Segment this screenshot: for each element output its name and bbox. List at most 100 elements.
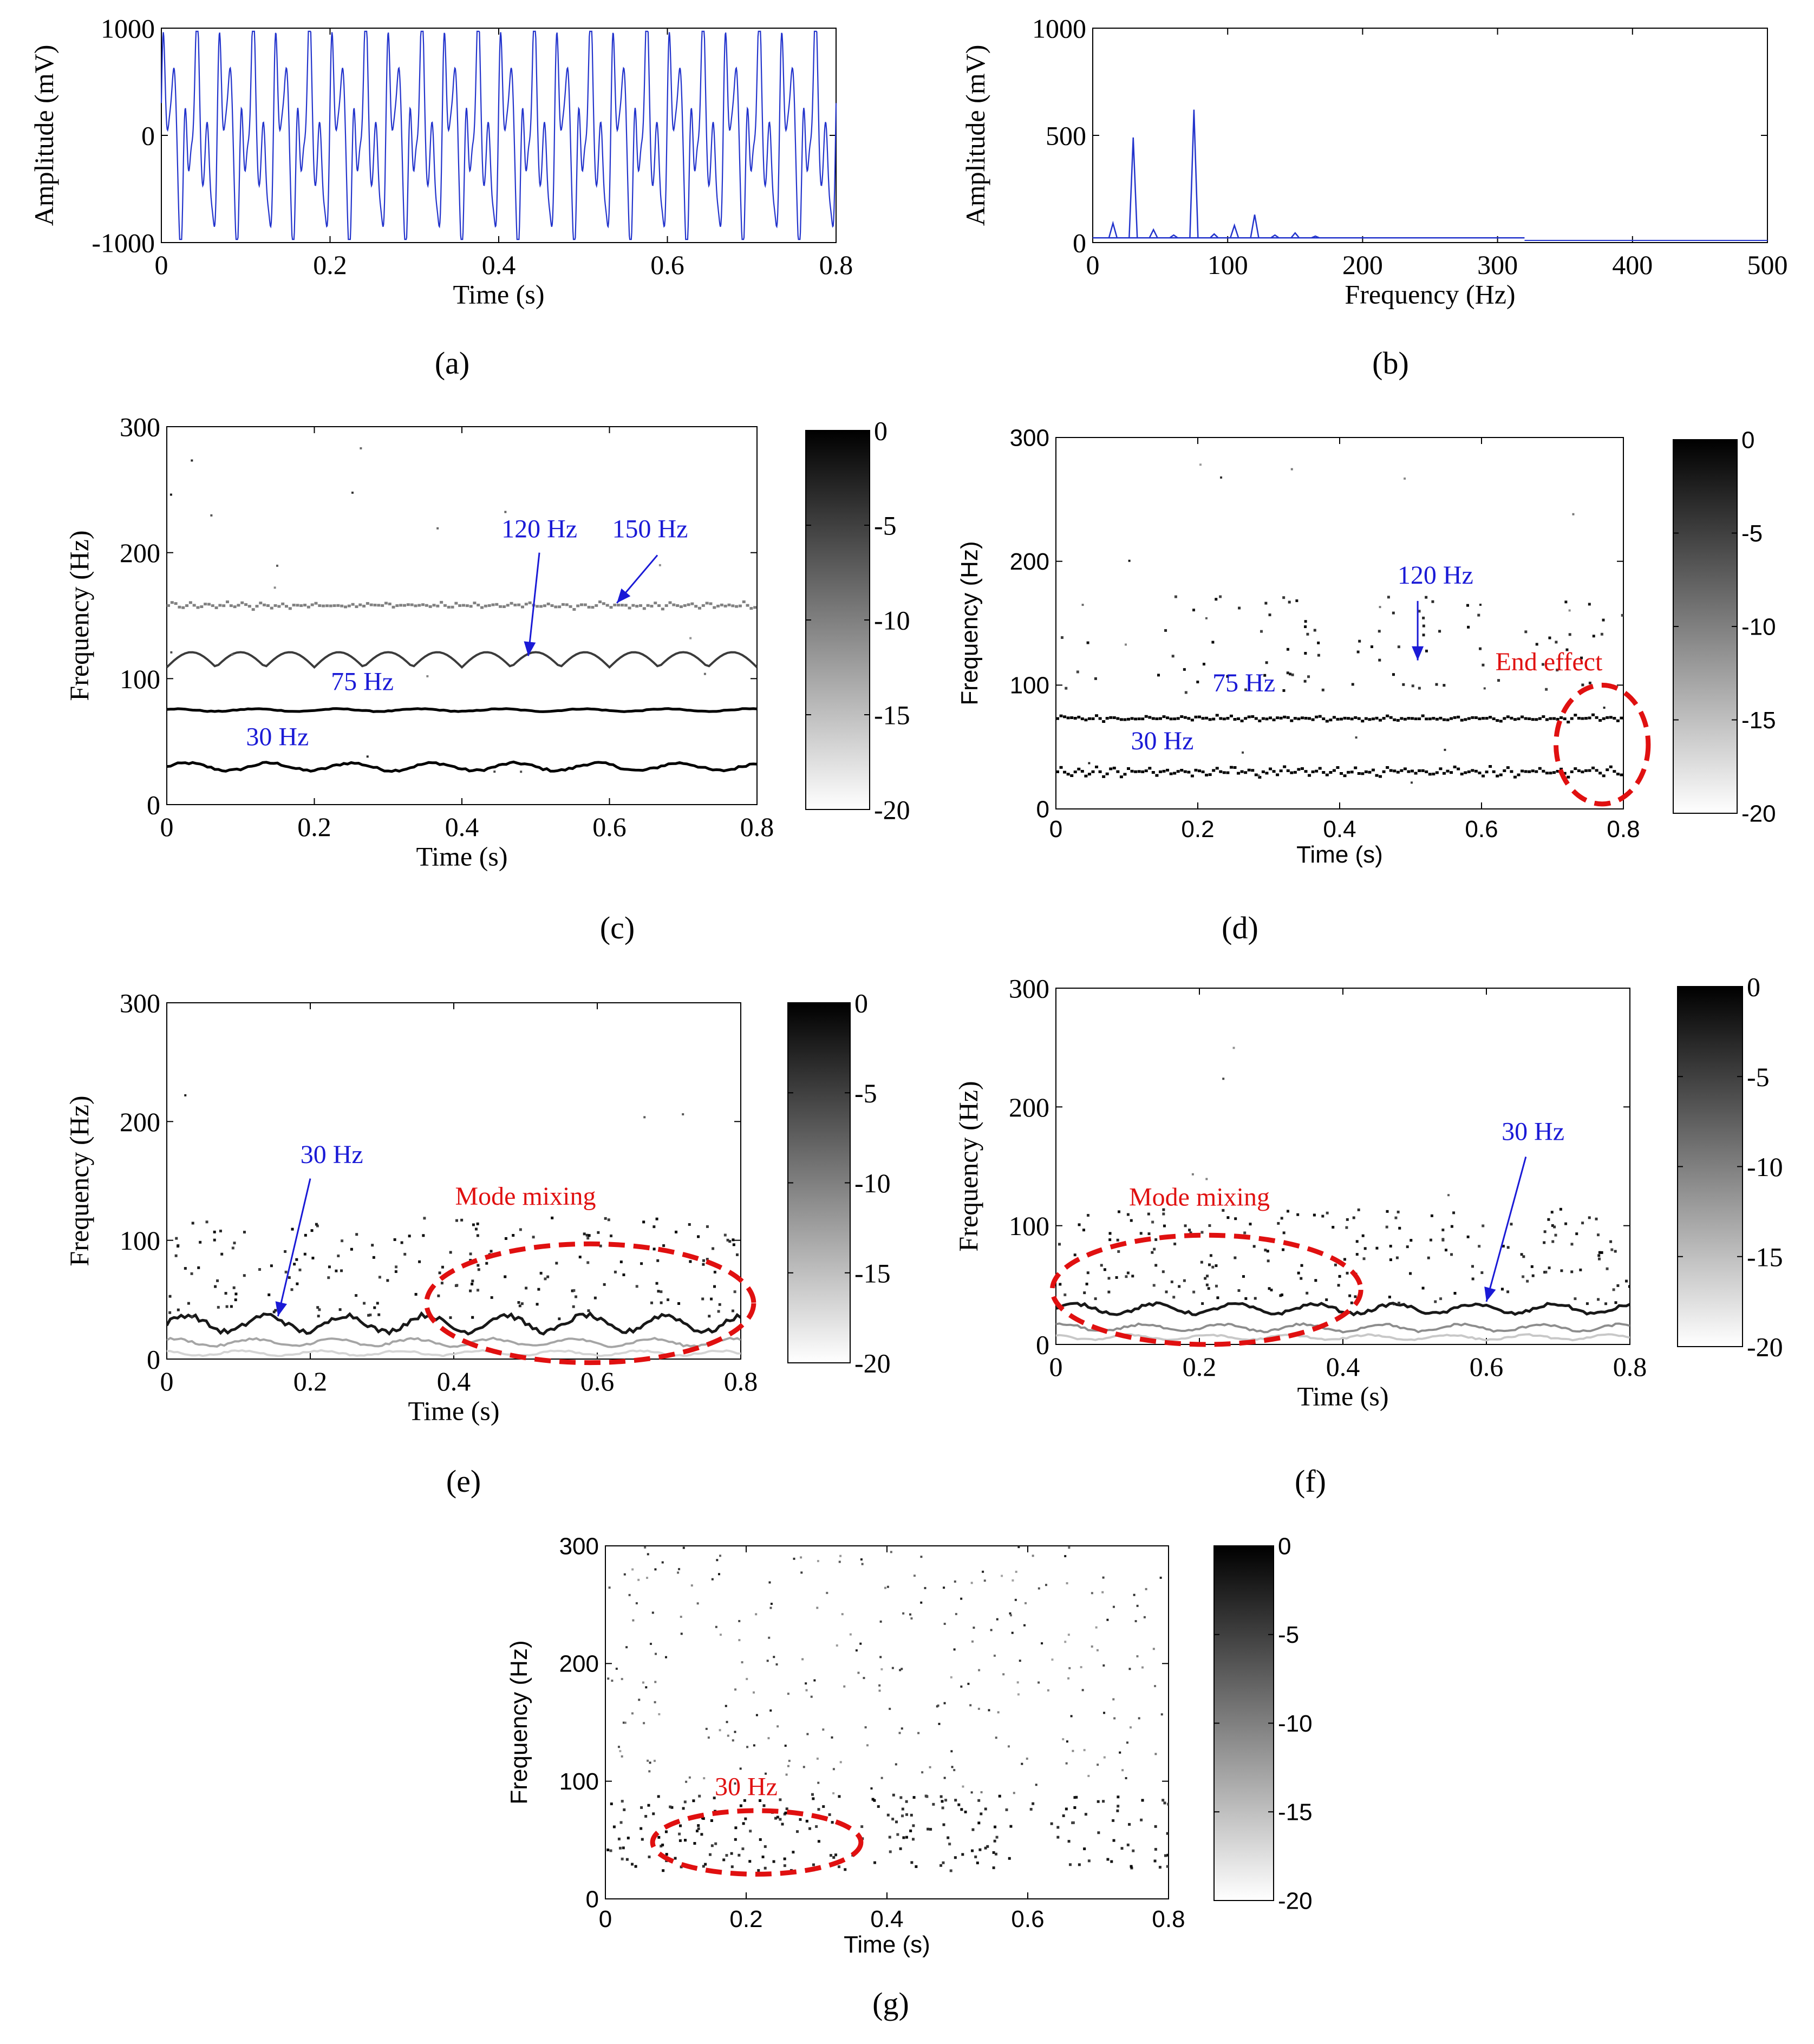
tf-point xyxy=(558,1317,561,1321)
noise-point xyxy=(838,1560,841,1563)
ridge-point xyxy=(207,603,211,606)
x-tick-label: 300 xyxy=(1477,250,1518,280)
tf-point xyxy=(712,1247,715,1250)
tf-point xyxy=(873,1799,876,1802)
tf-plot-area xyxy=(1056,463,1623,784)
tf-point xyxy=(1625,1279,1628,1283)
tf-point xyxy=(1610,1248,1614,1251)
ridge-point xyxy=(167,604,170,607)
ridge-point xyxy=(255,605,259,608)
tf-point xyxy=(217,1305,220,1309)
noise-point xyxy=(861,1563,864,1565)
tf-point xyxy=(1392,611,1395,615)
tf-point xyxy=(1162,1208,1165,1211)
tf-point xyxy=(1467,625,1470,629)
ridge-point xyxy=(1237,717,1241,720)
colorbar-tick-label: -15 xyxy=(1747,1242,1783,1272)
noise-point xyxy=(719,1729,721,1732)
tf-point xyxy=(873,1861,877,1864)
tf-point xyxy=(1153,1859,1157,1863)
noise-point xyxy=(988,1709,990,1712)
noise-point xyxy=(901,1727,903,1730)
tf-point xyxy=(1418,610,1421,613)
ridge-point xyxy=(495,603,499,606)
tf-point xyxy=(371,1244,374,1247)
tf-point xyxy=(1166,1832,1169,1835)
ridge-point xyxy=(1265,717,1269,721)
ridge-point xyxy=(1056,717,1059,720)
tf-point xyxy=(1172,1296,1176,1299)
tf-point xyxy=(1086,641,1089,644)
ridge-point xyxy=(1354,716,1358,719)
ridge-point xyxy=(310,603,314,606)
ridge-point xyxy=(1570,770,1574,773)
tf-point xyxy=(1286,648,1289,651)
ridge-point xyxy=(329,604,332,608)
noise-point xyxy=(921,1771,924,1774)
colorbar-gradient xyxy=(805,430,870,810)
ridge-point xyxy=(1272,770,1276,773)
tf-point xyxy=(635,1285,638,1288)
tf-point xyxy=(525,1287,528,1290)
x-tick-label: 0 xyxy=(155,250,168,280)
tf-point xyxy=(571,1289,574,1292)
tf-point xyxy=(512,1234,515,1237)
tf-point xyxy=(1126,1271,1130,1275)
annotation-arrow xyxy=(527,552,540,656)
tf-point xyxy=(1343,1258,1346,1261)
ridge-point xyxy=(1595,769,1598,772)
tf-point xyxy=(476,1234,479,1237)
noise-point xyxy=(969,1704,972,1707)
colorbar-tick-label: -5 xyxy=(854,1078,877,1108)
tf-point xyxy=(1222,1209,1225,1212)
noise-point xyxy=(184,1094,187,1096)
noise-point xyxy=(769,1607,772,1609)
noise-point xyxy=(879,1620,882,1623)
ridge-point xyxy=(1425,717,1428,721)
tf-point xyxy=(1425,649,1428,652)
ridge-point xyxy=(1556,769,1559,773)
annotation-label: 120 Hz xyxy=(1398,561,1473,590)
noise-point xyxy=(1009,1614,1012,1617)
tf-point xyxy=(1032,1802,1035,1805)
tf-point xyxy=(623,1808,626,1811)
tf-point xyxy=(335,1269,338,1272)
highlight-ellipse xyxy=(1554,682,1651,807)
tf-point xyxy=(1266,1250,1269,1253)
noise-point xyxy=(1143,1616,1146,1618)
colorbar-tick-label: -20 xyxy=(854,1348,891,1379)
noise-point xyxy=(768,1636,771,1639)
tf-point xyxy=(1397,1210,1400,1213)
tf-point xyxy=(682,1807,685,1810)
noise-point xyxy=(920,1601,923,1604)
ridge-point xyxy=(1513,718,1517,721)
ridge-point xyxy=(1247,768,1251,772)
ridge-point xyxy=(1269,716,1272,720)
noise-point xyxy=(719,1634,722,1636)
tf-point xyxy=(1565,648,1569,651)
tf-point xyxy=(912,1838,915,1841)
tf-point xyxy=(1162,1799,1165,1802)
ridge-point xyxy=(421,603,425,606)
tf-point xyxy=(472,1223,475,1226)
tf-point xyxy=(822,1805,825,1808)
tf-point xyxy=(296,1282,299,1285)
tf-point xyxy=(1151,1251,1154,1254)
ridge-point xyxy=(1130,769,1134,773)
tf-point xyxy=(1510,1223,1513,1226)
tf-point xyxy=(1151,1220,1154,1224)
ridge-point xyxy=(351,603,355,606)
ridge-point xyxy=(742,600,746,603)
ridge-point xyxy=(1233,717,1237,721)
tf-point xyxy=(892,1793,895,1797)
tf-point xyxy=(631,1863,634,1866)
ridge-point xyxy=(1187,717,1191,720)
tf-point xyxy=(1296,1213,1300,1216)
tf-point xyxy=(1295,599,1298,603)
colorbar-tick-label: -15 xyxy=(874,700,910,730)
ridge-point xyxy=(1606,716,1609,719)
tf-point xyxy=(1263,674,1267,677)
tf-point xyxy=(1402,683,1405,686)
ridge-point xyxy=(1482,774,1485,778)
